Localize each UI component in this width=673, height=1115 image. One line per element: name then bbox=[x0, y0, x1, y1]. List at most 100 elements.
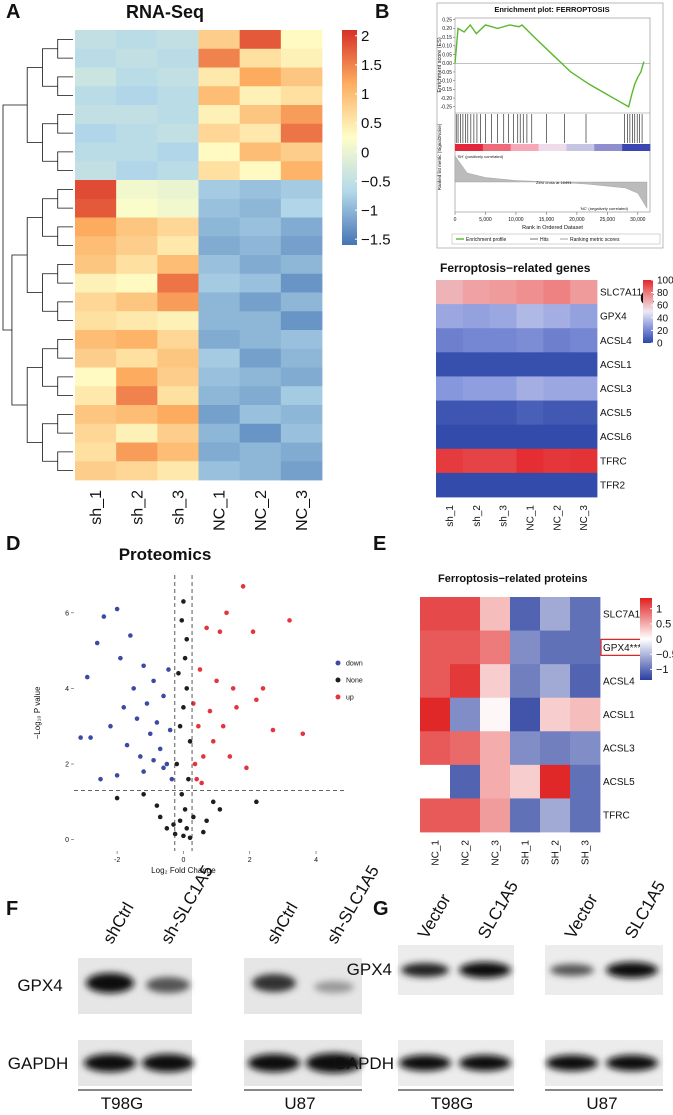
row-label: ACSL6 bbox=[600, 432, 632, 443]
rank-color-bar bbox=[482, 144, 512, 151]
band bbox=[314, 981, 354, 993]
heatmap-cell bbox=[489, 280, 517, 305]
point bbox=[224, 610, 229, 616]
colorbar-tick-label: −1 bbox=[656, 664, 669, 676]
band bbox=[606, 1055, 658, 1071]
point bbox=[254, 697, 259, 703]
heatmap-cell bbox=[198, 67, 241, 87]
heatmap-cell bbox=[157, 161, 199, 181]
heatmap-cell bbox=[157, 48, 199, 68]
band bbox=[142, 1054, 194, 1072]
heatmap-cell bbox=[75, 273, 117, 293]
heatmap-cell bbox=[280, 161, 323, 181]
x-axis-label: Log₂ Fold Change bbox=[151, 866, 216, 875]
heatmap-cell bbox=[450, 731, 481, 766]
point bbox=[207, 708, 213, 714]
x-tick-label: 25,000 bbox=[600, 217, 616, 223]
heatmap-cell bbox=[516, 400, 544, 426]
band bbox=[306, 1053, 362, 1073]
heatmap-cell bbox=[239, 30, 282, 50]
point bbox=[204, 818, 209, 824]
heatmap-cell bbox=[116, 292, 158, 312]
heatmap-cell bbox=[198, 442, 241, 462]
y-tick-label: 0.25 bbox=[442, 18, 452, 24]
heatmap-cell bbox=[157, 442, 199, 462]
band bbox=[606, 962, 658, 978]
dendrogram-branch bbox=[42, 123, 58, 162]
heatmap-cell bbox=[75, 311, 117, 331]
dendrogram-branch bbox=[11, 254, 28, 406]
legend-label: Hits bbox=[540, 237, 549, 243]
heatmap-cell bbox=[280, 386, 323, 406]
point bbox=[196, 723, 201, 729]
point bbox=[184, 826, 190, 831]
row-label: ACSL1 bbox=[603, 710, 635, 721]
heatmap-cell bbox=[75, 386, 117, 406]
chart-title: Ferroptosis−related proteins bbox=[438, 573, 587, 585]
point bbox=[244, 765, 249, 771]
heatmap-cell bbox=[543, 376, 571, 401]
colorbar-tick-label: 100 bbox=[657, 276, 673, 287]
point bbox=[164, 761, 170, 767]
heatmap-cell bbox=[450, 697, 481, 732]
band bbox=[248, 1054, 300, 1072]
colorbar-tick-label: −1 bbox=[361, 202, 378, 219]
heatmap-cell bbox=[540, 798, 571, 833]
column-label: sh_3 bbox=[499, 505, 510, 527]
lane-label: Vector bbox=[561, 890, 602, 942]
heatmap-cell bbox=[510, 664, 541, 699]
x-tick-label: 0 bbox=[181, 857, 185, 864]
point bbox=[176, 671, 181, 676]
heatmap-cell bbox=[198, 405, 241, 425]
colorbar bbox=[342, 30, 357, 245]
point bbox=[250, 629, 256, 635]
point bbox=[194, 776, 199, 782]
point bbox=[201, 829, 206, 835]
heatmap-cell bbox=[420, 764, 451, 799]
lane-label: shCtrl bbox=[99, 899, 138, 947]
heatmap-cell bbox=[450, 630, 481, 665]
es-frame bbox=[454, 17, 651, 213]
heatmap-cell bbox=[516, 472, 544, 498]
heatmap-cell bbox=[239, 217, 282, 237]
heatmap-cell bbox=[75, 67, 117, 87]
heatmap-cell bbox=[75, 86, 117, 106]
column-label: sh_3 bbox=[171, 490, 188, 525]
row-label: SLC7A11 bbox=[600, 288, 643, 299]
column-label: sh_2 bbox=[129, 490, 146, 525]
y-tick-label: 0.20 bbox=[442, 26, 452, 32]
colorbar-tick-label: −1.5 bbox=[361, 231, 391, 248]
point bbox=[204, 625, 209, 631]
point bbox=[184, 686, 190, 691]
heatmap-cell bbox=[280, 423, 323, 443]
point bbox=[230, 686, 236, 691]
heatmap-cell bbox=[116, 461, 158, 481]
heatmap-cell bbox=[540, 697, 571, 732]
heatmap-cell bbox=[75, 405, 117, 425]
heatmap-cell bbox=[280, 142, 323, 162]
x-tick-label: 5,000 bbox=[479, 217, 492, 223]
heatmap-cell bbox=[75, 48, 117, 68]
point bbox=[128, 633, 133, 638]
point bbox=[157, 746, 163, 752]
point bbox=[177, 818, 183, 824]
heatmap-cell bbox=[157, 142, 199, 162]
dendrogram-branch bbox=[57, 113, 73, 134]
point bbox=[114, 773, 120, 778]
heatmap-cell bbox=[198, 273, 241, 293]
band bbox=[546, 1055, 598, 1071]
point bbox=[108, 723, 113, 729]
y-tick-label: 0.00 bbox=[442, 61, 452, 67]
heatmap-cell bbox=[543, 352, 571, 377]
heatmap-cell bbox=[570, 448, 598, 474]
heatmap-cell bbox=[198, 161, 241, 181]
point bbox=[151, 757, 156, 763]
heatmap-cell bbox=[280, 123, 323, 143]
row-label: TFR2 bbox=[600, 480, 625, 491]
heatmap-cell bbox=[280, 255, 323, 275]
heatmap-cell bbox=[239, 198, 282, 218]
y-tick-label: -0.25 bbox=[441, 105, 453, 111]
panel-label: G bbox=[373, 898, 389, 920]
legend-label: up bbox=[346, 695, 354, 702]
heatmap-cell bbox=[198, 255, 241, 275]
